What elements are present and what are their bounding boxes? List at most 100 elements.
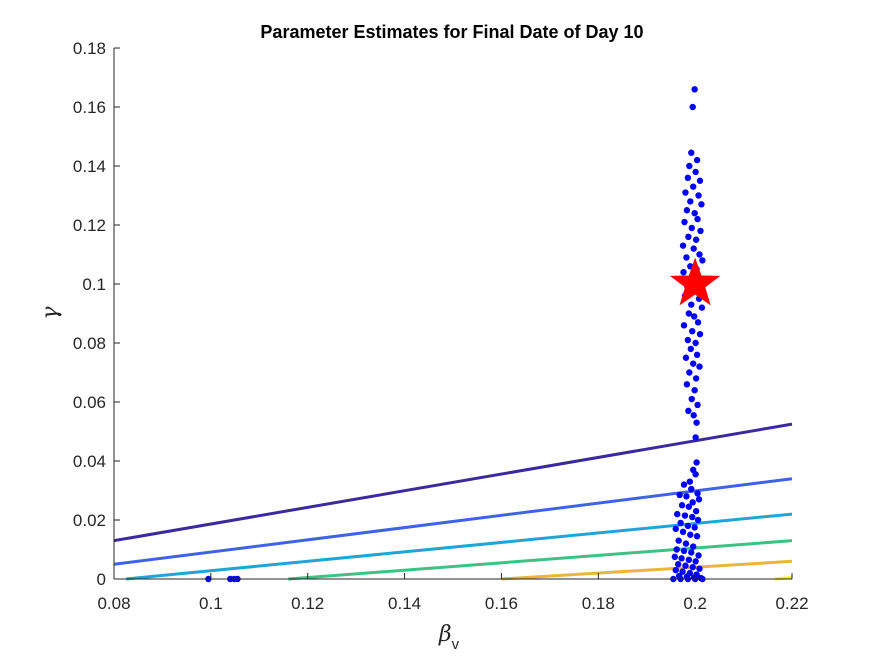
estimate-point	[686, 162, 693, 170]
estimate-point	[694, 490, 701, 497]
estimate-point	[680, 269, 687, 276]
estimate-point	[683, 207, 691, 214]
x-tick-labels: 0.08 0.1 0.12 0.14 0.16 0.18 0.2 0.22	[97, 594, 808, 613]
estimate-point	[692, 434, 699, 441]
estimate-point	[690, 412, 697, 419]
estimate-point	[683, 381, 691, 388]
estimate-point	[672, 525, 679, 533]
estimate-point	[693, 419, 700, 426]
y-tick-label: 0.18	[73, 39, 106, 58]
estimate-point	[688, 485, 695, 493]
estimate-point	[690, 313, 698, 320]
estimate-point	[685, 407, 692, 415]
estimate-point	[686, 369, 693, 376]
estimate-point	[682, 540, 690, 547]
estimate-point	[690, 543, 697, 550]
y-axis-label: γ	[38, 306, 63, 320]
estimate-point	[692, 471, 699, 478]
estimate-point	[688, 395, 695, 403]
estimate-point	[696, 363, 703, 370]
estimate-point	[698, 201, 705, 208]
estimate-point	[682, 562, 689, 569]
estimate-point	[690, 245, 697, 252]
estimate-point	[680, 481, 688, 488]
estimate-point	[680, 322, 688, 329]
estimate-point	[684, 336, 692, 344]
estimate-point	[684, 522, 692, 530]
estimate-point	[676, 491, 683, 499]
contour-line-1	[113, 422, 793, 543]
y-tick-label: 0.06	[73, 393, 106, 412]
true-value-star	[669, 257, 721, 306]
estimate-point	[692, 236, 700, 243]
x-tick-label: 0.08	[97, 594, 130, 613]
x-tick-label: 0.22	[775, 594, 808, 613]
estimate-point	[693, 459, 700, 466]
x-tick-label: 0.12	[291, 594, 324, 613]
estimate-point	[698, 304, 706, 311]
y-tick-label: 0.02	[73, 511, 106, 530]
x-tick-label: 0.1	[199, 594, 223, 613]
estimate-point	[691, 210, 698, 217]
estimate-points	[205, 86, 706, 583]
estimate-point	[682, 354, 690, 361]
estimate-point	[696, 330, 704, 338]
estimate-point	[689, 103, 696, 111]
x-tick-label: 0.16	[485, 594, 518, 613]
estimate-point	[683, 254, 690, 261]
axes	[113, 47, 793, 580]
estimate-point	[694, 516, 702, 524]
estimate-point	[691, 524, 698, 531]
estimate-point	[688, 549, 695, 556]
estimate-point	[693, 156, 701, 164]
estimate-point	[692, 168, 699, 176]
y-tick-label: 0.14	[73, 157, 106, 176]
estimate-point	[688, 301, 695, 308]
estimate-point	[689, 513, 696, 521]
y-tick-label: 0.16	[73, 98, 106, 117]
true-value-marker	[669, 257, 721, 306]
estimate-point	[685, 556, 693, 564]
estimate-point	[688, 149, 695, 156]
estimate-point	[678, 555, 685, 562]
x-tick-label: 0.14	[388, 594, 421, 613]
estimate-point	[699, 257, 706, 264]
estimate-point	[681, 512, 689, 519]
x-axis-label-subscript: v	[452, 636, 460, 653]
x-axis-label: βv	[438, 622, 460, 653]
estimate-point	[696, 565, 703, 572]
estimate-point	[685, 503, 693, 510]
estimate-point	[673, 546, 680, 553]
estimate-point	[671, 553, 679, 561]
x-tick-label: 0.18	[582, 594, 615, 613]
estimate-point	[679, 242, 687, 249]
estimate-point	[694, 401, 701, 409]
estimate-point	[682, 189, 689, 196]
estimate-point	[687, 198, 694, 205]
estimate-point	[692, 339, 699, 347]
estimate-point	[691, 86, 698, 93]
estimate-point	[686, 478, 694, 485]
estimate-point	[685, 233, 692, 240]
estimate-point	[693, 351, 701, 358]
y-tick-label: 0	[97, 570, 106, 589]
estimate-point	[695, 496, 703, 503]
estimate-point	[680, 547, 688, 555]
estimate-point	[672, 566, 679, 574]
estimate-point	[678, 502, 686, 509]
estimate-point	[674, 510, 681, 518]
estimate-point	[694, 319, 702, 326]
estimate-point	[684, 174, 692, 181]
contour-line-4	[288, 539, 793, 581]
estimate-point	[687, 531, 694, 538]
estimate-point	[694, 215, 701, 223]
estimate-point	[675, 537, 682, 544]
estimate-point	[689, 499, 696, 506]
estimate-point	[677, 519, 684, 527]
contour-line-5	[501, 559, 793, 581]
estimate-point	[692, 375, 700, 382]
estimate-point	[679, 528, 687, 535]
estimate-point	[685, 310, 693, 317]
estimate-point	[692, 558, 699, 565]
